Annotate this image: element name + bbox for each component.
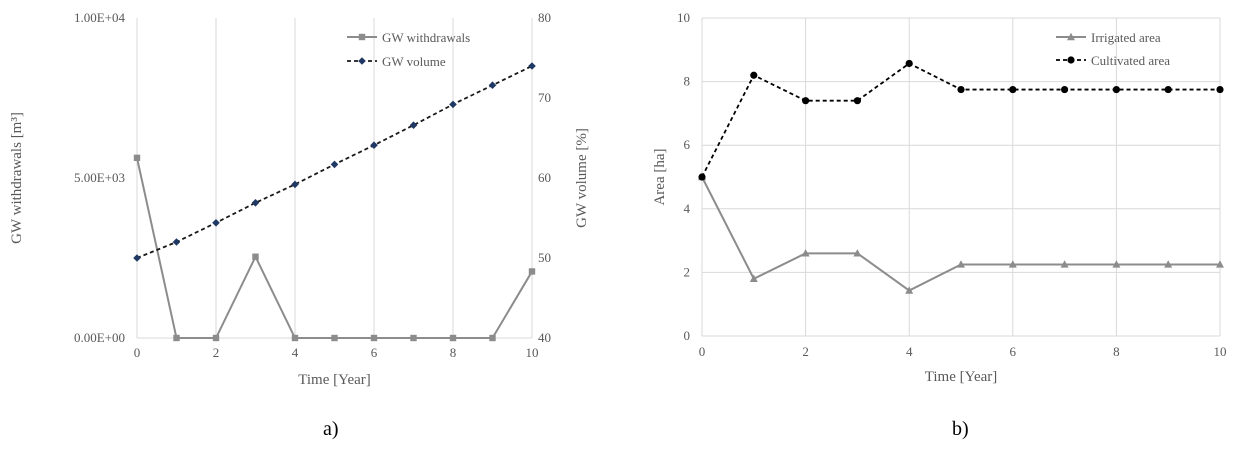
chart-a-x-axis-title: Time [Year] (298, 372, 371, 388)
chart-a-point-gw-withdrawals (173, 334, 180, 342)
chart-a-point-gw-withdrawals (449, 334, 457, 342)
chart-b-point-irrigated-area (801, 249, 810, 257)
chart-a-point-gw-withdrawals (410, 334, 417, 342)
chart-a-legend-marker-gw-volume (358, 57, 366, 65)
chart-a-point-gw-volume (449, 100, 457, 109)
chart-a-point-gw-withdrawals (370, 334, 378, 342)
chart-a-y2-tick-label: 80 (538, 10, 551, 25)
chart-a-x-tick-label: 6 (371, 345, 378, 360)
chart-a-point-gw-volume (370, 141, 378, 149)
chart-a-point-gw-volume (172, 238, 181, 246)
chart-b-legend-label-irrigated-area: Irrigated area (1091, 30, 1161, 45)
chart-a-x-tick-label: 0 (134, 345, 141, 360)
chart-b-point-irrigated-area (1060, 260, 1069, 268)
chart-b-point-irrigated-area (1216, 260, 1224, 268)
chart-b-point-cultivated-area (750, 71, 758, 79)
chart-b-point-irrigated-area (957, 260, 965, 268)
chart-a-x-tick-label: 8 (450, 345, 457, 360)
chart-b-y-tick-label: 10 (677, 10, 690, 25)
chart-a-y2-tick-label: 60 (538, 170, 551, 185)
chart-b-x-axis-title: Time [Year] (925, 369, 998, 385)
chart-a-point-gw-withdrawals (133, 154, 141, 162)
chart-a-x-tick-label: 4 (292, 345, 299, 360)
chart-a-point-gw-volume (330, 160, 339, 169)
chart-b-point-cultivated-area (957, 85, 965, 94)
chart-b-y-axis-title: Area [ha] (652, 148, 668, 205)
chart-b-y-tick-label: 8 (684, 74, 691, 89)
chart-a-point-gw-volume (133, 254, 141, 262)
chart-b-x-tick-label: 2 (802, 344, 809, 359)
panel-label-a: a) (323, 418, 339, 440)
chart-a-point-gw-withdrawals (331, 334, 338, 342)
chart-b-legend-marker-cultivated-area (1067, 56, 1075, 64)
chart-b-series-line-cultivated-area (701, 62, 1220, 178)
chart-b-point-cultivated-area (698, 173, 706, 181)
chart-b-y-tick-label: 2 (684, 264, 691, 279)
chart-a-y2-tick-label: 40 (538, 330, 551, 345)
chart-b-point-cultivated-area (1216, 85, 1224, 94)
chart-b-x-tick-label: 4 (906, 344, 913, 359)
chart-a-x-tick-label: 2 (213, 345, 220, 360)
chart-b-legend-marker-irrigated-area (1067, 32, 1075, 41)
chart-a-legend-label-gw-withdrawals: GW withdrawals (382, 30, 470, 45)
chart-b-point-cultivated-area (1061, 85, 1069, 94)
chart-a-y-tick-label: 1.00E+04 (74, 10, 126, 25)
chart-a-y2-tick-label: 50 (538, 250, 551, 265)
chart-b-point-irrigated-area (749, 274, 758, 282)
chart-b-point-irrigated-area (1112, 260, 1121, 268)
chart-a-point-gw-volume (212, 219, 220, 227)
chart-a-y-axis-title: GW withdrawals [m³] (9, 112, 25, 244)
chart-b-point-cultivated-area (1112, 85, 1120, 94)
chart-a-x-tick-label: 10 (526, 345, 539, 360)
chart-b-y-tick-label: 4 (684, 201, 691, 216)
panel-label-b: b) (952, 418, 969, 440)
chart-a-point-gw-volume (251, 199, 260, 207)
chart-b-x-tick-label: 10 (1214, 344, 1227, 359)
chart-b-x-tick-label: 8 (1113, 344, 1120, 359)
chart-b-x-tick-label: 6 (1010, 344, 1017, 359)
chart-b-point-irrigated-area (1008, 260, 1017, 268)
chart-a-point-gw-volume (291, 180, 299, 189)
chart-a-legend-label-gw-volume: GW volume (382, 54, 446, 69)
chart-b-point-irrigated-area (1164, 260, 1173, 268)
chart-b-point-cultivated-area (802, 97, 810, 105)
chart-b-point-irrigated-area (853, 249, 862, 257)
chart-b-point-cultivated-area (853, 97, 862, 105)
chart-a-y2-axis-title: GW volume [%] (574, 128, 590, 228)
chart-b-x-tick-label: 0 (699, 344, 706, 359)
chart-b-point-cultivated-area (905, 59, 913, 68)
chart-a-point-gw-volume (409, 121, 418, 129)
chart-b-y-tick-label: 6 (684, 137, 691, 152)
chart-b-y-tick-label: 0 (684, 328, 691, 343)
chart-a-point-gw-withdrawals (528, 268, 536, 275)
chart-a-point-gw-withdrawals (489, 334, 496, 342)
chart-a-point-gw-volume (528, 62, 536, 70)
chart-a-point-gw-withdrawals (291, 334, 299, 342)
chart-b-point-cultivated-area (1009, 85, 1017, 94)
chart-a-y-tick-label: 5.00E+03 (74, 170, 125, 185)
chart-b-series-line-irrigated-area (701, 176, 1220, 292)
chart-b-point-cultivated-area (1164, 85, 1172, 94)
chart-b-point-irrigated-area (905, 286, 914, 294)
chart-a-legend-marker-gw-withdrawals (358, 33, 366, 41)
chart-a-y2-tick-label: 70 (538, 90, 551, 105)
chart-b-legend-label-cultivated-area: Cultivated area (1091, 53, 1170, 68)
chart-a-point-gw-volume (488, 81, 497, 89)
chart-a-y-tick-label: 0.00E+00 (74, 330, 125, 345)
chart-a-point-gw-withdrawals (252, 253, 259, 260)
chart-a-point-gw-withdrawals (212, 334, 220, 342)
